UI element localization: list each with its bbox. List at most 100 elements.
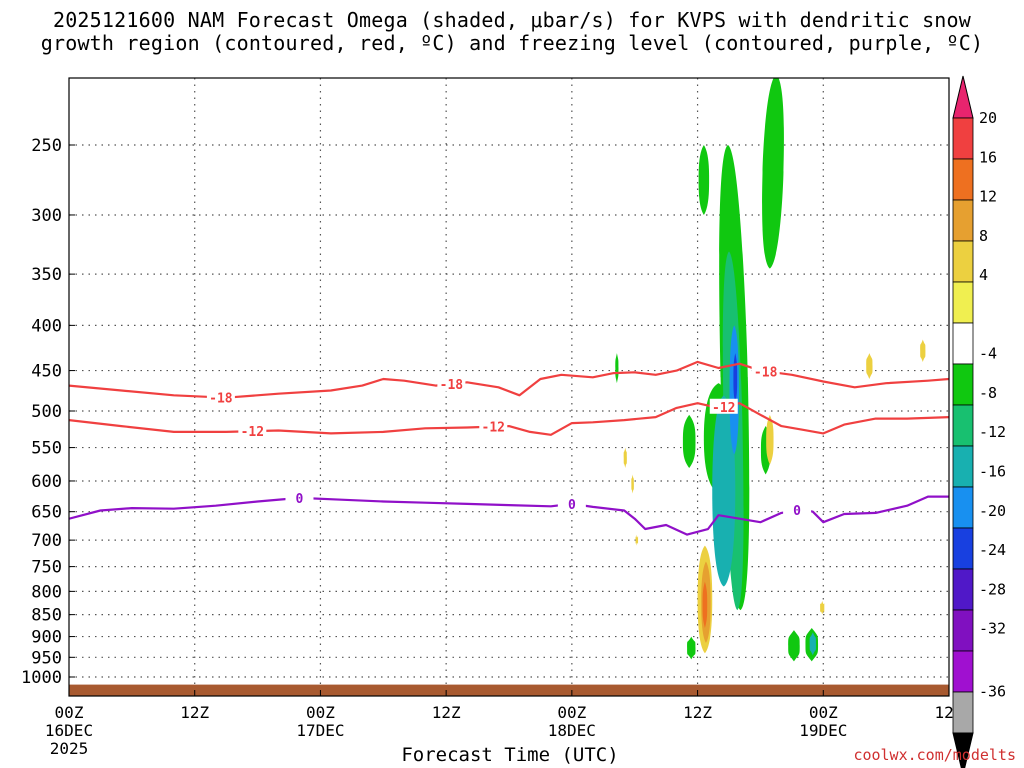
omega-shade-region (712, 395, 736, 587)
contour-label-bg (437, 375, 466, 391)
colorbar-label: 8 (979, 227, 988, 245)
y-tick-label: 600 (31, 472, 62, 492)
contour-label-bg (557, 495, 586, 511)
contour-label-bg (479, 418, 508, 434)
colorbar-swatch (952, 445, 974, 488)
omega-shade-region (809, 632, 816, 656)
x-date-label: 16DEC (45, 721, 93, 740)
x-tick-label: 12Z (683, 703, 712, 722)
omega-shade-region (615, 353, 619, 384)
y-tick-label: 1000 (21, 668, 62, 688)
colorbar-label: -24 (979, 541, 1006, 559)
contour-label: -12 (712, 401, 735, 416)
x-year-label: 2025 (50, 739, 89, 758)
omega-shade-region (687, 636, 696, 660)
colorbar-swatch (952, 117, 974, 160)
contour-label: 0 (568, 498, 576, 513)
omega-shade-region (762, 78, 784, 269)
omega-shade-region (635, 534, 639, 546)
omega-shade-region (866, 353, 873, 380)
colorbar-label: -16 (979, 463, 1006, 481)
colorbar-swatch (952, 691, 974, 734)
x-tick-label: 12Z (432, 703, 461, 722)
colorbar-swatch (952, 281, 974, 324)
contour-line (69, 360, 949, 399)
x-tick-label: 00Z (557, 703, 586, 722)
colorbar-swatch (952, 322, 974, 365)
y-tick-label: 850 (31, 606, 62, 626)
omega-shade-region (702, 581, 708, 628)
omega-shade-region (920, 339, 926, 362)
colorbar-label: -36 (979, 683, 1006, 701)
colorbar-label: -28 (979, 580, 1006, 598)
colorbar-top-arrow (952, 75, 974, 119)
contour-line (69, 495, 949, 536)
colorbar-label: -12 (979, 423, 1006, 441)
colorbar-swatch (952, 609, 974, 652)
contour-label: -18 (754, 365, 778, 380)
colorbar-swatch (952, 568, 974, 611)
y-tick-label: 950 (31, 648, 62, 668)
credit-text: coolwx.com/modelts (853, 746, 1016, 764)
omega-shading (615, 78, 926, 662)
colorbar-label: -4 (979, 345, 997, 363)
omega-shade-region (698, 145, 710, 215)
y-tick-label: 900 (31, 628, 62, 648)
x-tick-label: 12Z (180, 703, 209, 722)
colorbar-label: 16 (979, 148, 997, 166)
colorbar-label: -8 (979, 384, 997, 402)
contour-label: -18 (440, 378, 464, 393)
colorbar-label: 20 (979, 109, 997, 127)
y-axis: 2503003504004505005506006507007508008509… (21, 136, 75, 688)
contours: -18 -18 -18 -12 -12 -12 0 0 0 (69, 360, 949, 536)
x-axis-title: Forecast Time (UTC) (401, 744, 619, 766)
colorbar-label: 4 (979, 266, 988, 284)
y-tick-label: 450 (31, 362, 62, 382)
chart-title-line-1: 2025121600 NAM Forecast Omega (shaded, μ… (52, 8, 972, 32)
contour-label: 0 (296, 492, 304, 507)
x-date-label: 17DEC (296, 721, 344, 740)
contour-label-bg (783, 502, 812, 518)
omega-shade-region (623, 447, 627, 468)
y-tick-label: 700 (31, 531, 62, 551)
y-tick-label: 650 (31, 503, 62, 523)
colorbar-swatch (952, 527, 974, 570)
y-tick-label: 800 (31, 582, 62, 602)
contour-label-bg (206, 389, 235, 405)
omega-shade-region (766, 414, 774, 465)
y-tick-label: 300 (31, 206, 62, 226)
colorbar-label: 12 (979, 188, 997, 206)
terrain-fill (69, 684, 949, 696)
x-date-label: 19DEC (799, 721, 847, 740)
contour-label: 0 (793, 504, 801, 519)
omega-shade-region (631, 474, 634, 494)
x-tick-label: 00Z (306, 703, 335, 722)
colorbar-label: -20 (979, 502, 1006, 520)
colorbar-swatch (952, 650, 974, 693)
y-tick-label: 550 (31, 439, 62, 459)
colorbar-bottom-arrow (952, 732, 974, 768)
omega-shade-region (820, 600, 825, 615)
contour-line (69, 402, 949, 436)
gridlines (69, 78, 949, 696)
colorbar-label: -32 (979, 620, 1006, 638)
x-date-label: 18DEC (548, 721, 596, 740)
colorbar-swatch (952, 363, 974, 406)
colorbar-swatch (952, 404, 974, 447)
colorbar-swatch (952, 158, 974, 201)
colorbar-swatch (952, 240, 974, 283)
colorbar: 20 16 12 8 4 -4 -8 -12 -16 -20 -24 -28 -32 -36 (952, 75, 1006, 768)
contour-label: -12 (241, 425, 264, 440)
chart-title-line-2: growth region (contoured, red, ºC) and f… (40, 31, 984, 55)
y-tick-label: 500 (31, 402, 62, 422)
contour-label-bg (238, 423, 267, 439)
contour-label: -18 (209, 391, 233, 406)
y-tick-label: 250 (31, 136, 62, 156)
omega-shade-region (682, 414, 696, 468)
omega-shade-region (788, 630, 800, 662)
y-tick-label: 400 (31, 316, 62, 336)
contour-label-bg (285, 489, 314, 505)
y-tick-label: 750 (31, 558, 62, 578)
x-tick-label: 00Z (55, 703, 84, 722)
